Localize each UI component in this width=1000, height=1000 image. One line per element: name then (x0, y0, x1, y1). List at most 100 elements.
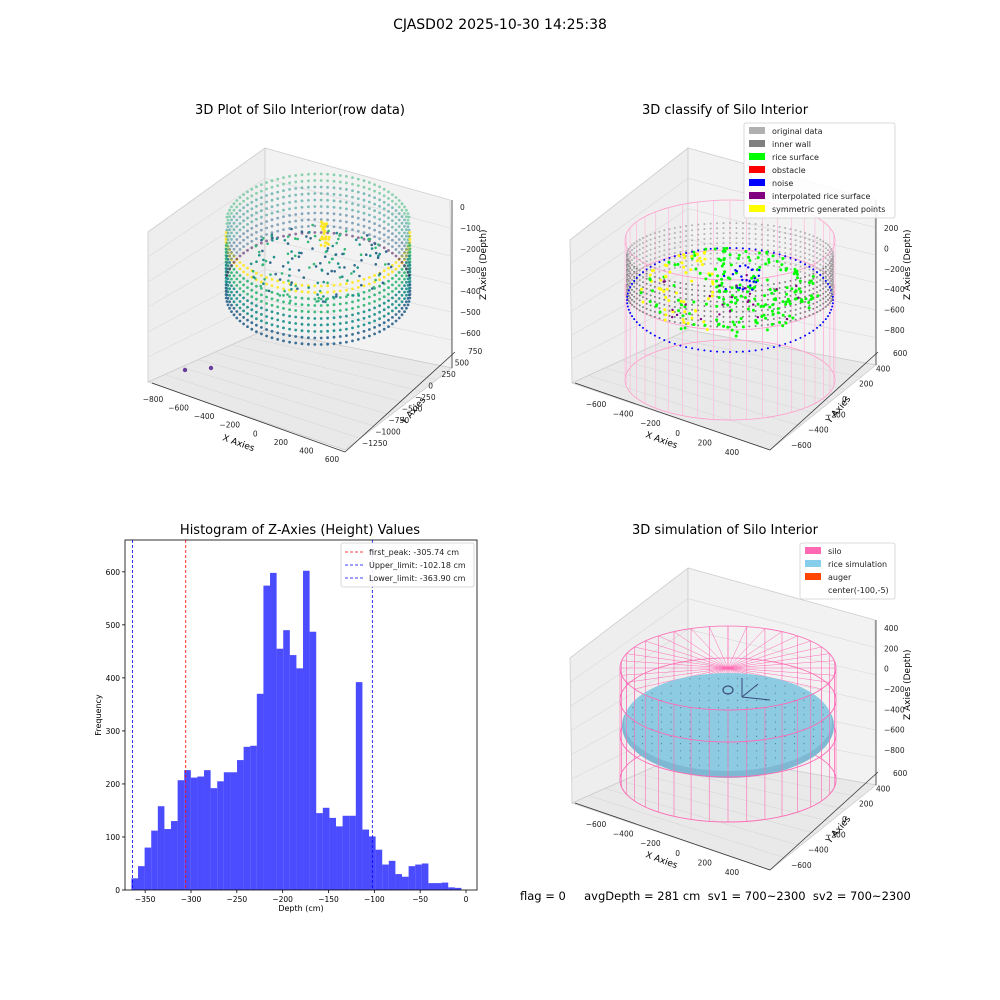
raw-point (260, 306, 263, 310)
raw-point (362, 185, 366, 189)
simulation-rice-node (689, 678, 691, 680)
raw-point (387, 210, 390, 213)
classify-wall-point (822, 292, 825, 295)
classify-wall-point (819, 299, 822, 302)
simulation-rice-node (746, 678, 748, 680)
raw-point (313, 192, 317, 195)
raw-point (369, 254, 372, 257)
simulation-rice-node (632, 728, 634, 730)
raw-point (246, 286, 249, 289)
raw-z-ticks: 0 −100 −200 −300 −400 −500 −600 (460, 203, 481, 338)
raw-point (403, 271, 406, 274)
classify-noise-point (760, 348, 763, 351)
raw-point (288, 214, 291, 217)
raw-point (270, 224, 274, 228)
simulation-rice-node (708, 678, 710, 680)
raw-point (400, 267, 404, 271)
raw-point (362, 218, 366, 222)
raw-point (286, 242, 290, 245)
classify-wall-point (812, 277, 815, 280)
simulation-rice-node (660, 707, 663, 709)
raw-point (246, 305, 249, 309)
classify-wall-point (691, 293, 694, 296)
raw-point (265, 276, 268, 279)
raw-point (282, 281, 285, 284)
raw-point (332, 309, 336, 313)
gridline (687, 269, 876, 311)
raw-point (324, 300, 327, 304)
raw-point (345, 321, 348, 324)
classify-wall-point (766, 303, 769, 306)
raw-point (255, 237, 258, 241)
classify-wall-point (824, 295, 827, 298)
raw-point (255, 260, 258, 264)
classify-wall-point (673, 306, 676, 308)
raw-point (376, 256, 380, 260)
simulation-rice-node (689, 764, 691, 766)
classify-wall-point (685, 283, 688, 285)
raw-point (343, 266, 346, 269)
raw-point (373, 293, 376, 297)
simulation-rice-node (784, 750, 786, 752)
raw-point (370, 247, 374, 250)
raw-point (288, 274, 291, 277)
raw-point (294, 309, 298, 312)
classify-wall-point (784, 281, 787, 283)
raw-point (230, 264, 233, 267)
raw-point (232, 208, 236, 212)
raw-point (405, 254, 408, 258)
raw-point (397, 264, 401, 268)
classify-wall-point (697, 294, 700, 297)
raw-point (326, 290, 329, 294)
raw-point (226, 212, 230, 216)
gridline (687, 299, 876, 338)
raw-point (326, 281, 329, 285)
raw-point (326, 310, 329, 314)
raw-point (232, 202, 236, 206)
simulation-rice-node (717, 728, 720, 730)
raw-point (397, 316, 401, 320)
simulation-rice-node (708, 699, 710, 702)
simulation-x-tick-label: −600 (586, 820, 607, 829)
classify-wall-point (822, 297, 825, 300)
raw-point (228, 208, 232, 212)
raw-point (327, 229, 330, 233)
simulation-rice-node (717, 714, 720, 716)
raw-point (387, 305, 390, 309)
raw-point (373, 215, 376, 219)
raw-point (397, 218, 401, 222)
raw-point (387, 325, 390, 328)
simulation-rice-node (812, 699, 815, 702)
raw-point (308, 266, 311, 269)
raw-point (397, 238, 401, 241)
raw-point (246, 229, 249, 233)
raw-point (394, 280, 398, 284)
raw-point (368, 233, 371, 236)
raw-point (307, 323, 310, 327)
raw-point (261, 263, 264, 267)
raw-point (408, 237, 412, 241)
classify-noise-point (703, 349, 706, 352)
raw-point (252, 275, 255, 279)
raw-point (332, 322, 336, 326)
classify-wall-point (709, 315, 712, 318)
classify-wall-point (794, 293, 797, 296)
raw-point (228, 254, 232, 258)
raw-y-ticks: −1250 −1000 −750 −500 −250 0 250 500 750 (362, 347, 483, 448)
raw-point (351, 294, 355, 297)
raw-point (338, 206, 342, 210)
raw-point (400, 306, 404, 310)
simulation-rice-node (660, 743, 663, 745)
gridline (147, 208, 266, 283)
classify-wall-point (766, 318, 769, 321)
raw-point (228, 300, 232, 304)
raw-point (378, 204, 381, 208)
raw-point (242, 296, 246, 300)
raw-point (374, 278, 377, 282)
raw-point (260, 202, 263, 206)
classify-wall-point (735, 320, 738, 323)
classify-wall-point (804, 300, 807, 303)
classify-wall-point (722, 305, 725, 308)
raw-y-axis (344, 351, 456, 453)
simulation-rice-node (689, 714, 691, 716)
